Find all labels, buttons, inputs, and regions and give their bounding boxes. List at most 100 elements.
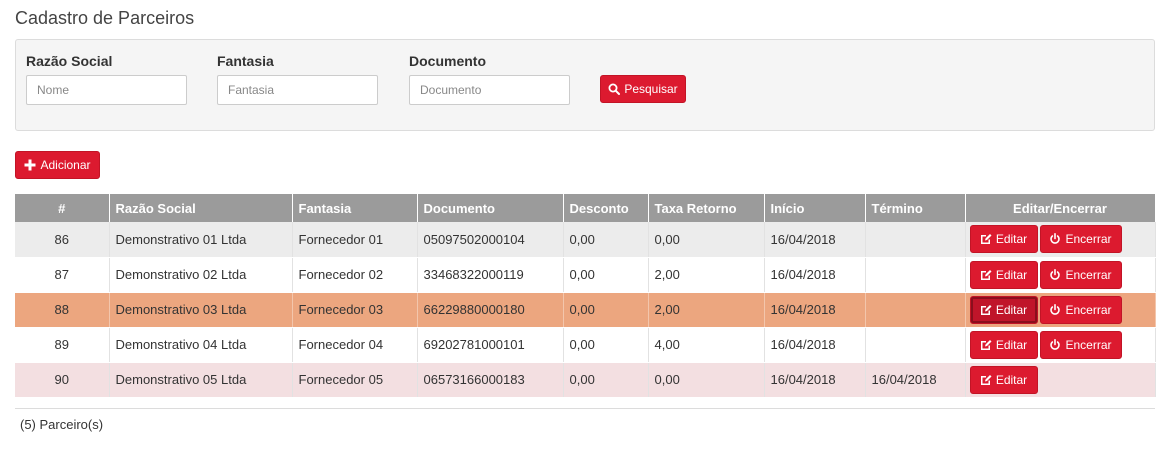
cell-fantasia: Fornecedor 04 — [292, 327, 418, 363]
edit-icon — [980, 234, 992, 245]
record-count: (5) Parceiro(s) — [20, 417, 104, 432]
cell-actions: Editar Encerrar — [965, 257, 1156, 293]
cell-id: 87 — [15, 257, 110, 293]
cell-desconto: 0,00 — [563, 257, 649, 293]
cell-desconto: 0,00 — [563, 292, 649, 328]
col-header-fantasia[interactable]: Fantasia — [292, 194, 418, 222]
cell-inicio: 16/04/2018 — [764, 362, 866, 398]
filter-panel: Razão Social Fantasia Documento Pesquisa… — [15, 39, 1155, 131]
cell-actions: Editar Encerrar — [965, 292, 1156, 328]
cell-desconto: 0,00 — [563, 327, 649, 363]
col-header-id[interactable]: # — [15, 194, 110, 222]
cell-razao-social: Demonstrativo 05 Ltda — [109, 362, 293, 398]
cell-taxa-retorno: 0,00 — [648, 222, 765, 258]
col-header-razao-social[interactable]: Razão Social — [109, 194, 293, 222]
cell-id: 89 — [15, 327, 110, 363]
cell-id: 90 — [15, 362, 110, 398]
divider — [15, 408, 1155, 409]
edit-button-label: Editar — [995, 302, 1028, 317]
cell-fantasia: Fornecedor 01 — [292, 222, 418, 258]
col-header-actions: Editar/Encerrar — [965, 194, 1156, 222]
cell-termino — [865, 327, 966, 363]
power-icon — [1050, 233, 1061, 245]
edit-icon — [980, 269, 992, 280]
page-title: Cadastro de Parceiros — [15, 8, 195, 28]
plus-icon — [24, 159, 36, 171]
edit-button[interactable]: Editar — [969, 260, 1038, 289]
edit-button-label: Editar — [995, 267, 1028, 282]
cell-inicio: 16/04/2018 — [764, 257, 866, 293]
edit-button[interactable]: Editar — [969, 365, 1038, 394]
table-row-closed[interactable]: 90 Demonstrativo 05 Ltda Fornecedor 05 0… — [15, 362, 1156, 398]
cell-documento: 05097502000104 — [417, 222, 564, 258]
cell-documento: 69202781000101 — [417, 327, 564, 363]
col-header-taxa-retorno[interactable]: Taxa Retorno — [648, 194, 765, 222]
search-button-label: Pesquisar — [624, 82, 678, 96]
col-header-inicio[interactable]: Início — [764, 194, 866, 222]
cell-razao-social: Demonstrativo 04 Ltda — [109, 327, 293, 363]
edit-button-label: Editar — [995, 232, 1028, 247]
documento-field-group: Documento — [409, 53, 570, 105]
table-row[interactable]: 86 Demonstrativo 01 Ltda Fornecedor 01 0… — [15, 222, 1156, 258]
fantasia-field-group: Fantasia — [217, 53, 378, 105]
edit-icon — [980, 339, 992, 350]
cell-taxa-retorno: 0,00 — [648, 362, 765, 398]
search-icon — [608, 83, 621, 95]
power-icon — [1050, 303, 1061, 315]
cell-inicio: 16/04/2018 — [764, 292, 866, 328]
razao-social-input[interactable] — [26, 75, 187, 105]
edit-button-label: Editar — [995, 372, 1028, 387]
edit-icon — [980, 304, 992, 315]
cell-fantasia: Fornecedor 02 — [292, 257, 418, 293]
cell-inicio: 16/04/2018 — [764, 327, 866, 363]
table-row-selected[interactable]: 88 Demonstrativo 03 Ltda Fornecedor 03 6… — [15, 292, 1156, 328]
col-header-desconto[interactable]: Desconto — [563, 194, 649, 222]
cell-taxa-retorno: 2,00 — [648, 257, 765, 293]
fantasia-label: Fantasia — [217, 53, 274, 69]
power-icon — [1050, 268, 1061, 280]
razao-social-field-group: Razão Social — [26, 53, 187, 105]
edit-button[interactable]: Editar — [969, 225, 1038, 254]
search-button[interactable]: Pesquisar — [600, 75, 686, 103]
cell-actions: Editar Encerrar — [965, 222, 1156, 258]
end-button-label: Encerrar — [1065, 302, 1112, 317]
documento-input[interactable] — [409, 75, 570, 105]
cell-taxa-retorno: 2,00 — [648, 292, 765, 328]
fantasia-input[interactable] — [217, 75, 378, 105]
cell-documento: 66229880000180 — [417, 292, 564, 328]
end-button-label: Encerrar — [1065, 337, 1112, 352]
cell-termino: 16/04/2018 — [865, 362, 966, 398]
cell-documento: 33468322000119 — [417, 257, 564, 293]
edit-button[interactable]: Editar — [969, 330, 1038, 359]
cell-razao-social: Demonstrativo 01 Ltda — [109, 222, 293, 258]
col-header-documento[interactable]: Documento — [417, 194, 564, 222]
edit-button-label: Editar — [995, 337, 1028, 352]
cell-desconto: 0,00 — [563, 222, 649, 258]
end-button[interactable]: Encerrar — [1039, 295, 1122, 324]
end-button[interactable]: Encerrar — [1039, 225, 1122, 254]
partners-table: # Razão Social Fantasia Documento Descon… — [15, 194, 1156, 398]
cell-id: 88 — [15, 292, 110, 328]
end-button-label: Encerrar — [1065, 267, 1112, 282]
end-button[interactable]: Encerrar — [1039, 260, 1122, 289]
add-button-label: Adicionar — [40, 158, 91, 172]
cell-fantasia: Fornecedor 03 — [292, 292, 418, 328]
col-header-termino[interactable]: Término — [865, 194, 966, 222]
edit-button[interactable]: Editar — [969, 295, 1038, 324]
cell-actions: Editar Encerrar — [965, 327, 1156, 363]
add-button[interactable]: Adicionar — [15, 151, 100, 179]
razao-social-label: Razão Social — [26, 53, 113, 69]
edit-icon — [980, 374, 992, 385]
end-button[interactable]: Encerrar — [1039, 330, 1122, 359]
table-row[interactable]: 87 Demonstrativo 02 Ltda Fornecedor 02 3… — [15, 257, 1156, 293]
cell-termino — [865, 257, 966, 293]
cell-razao-social: Demonstrativo 03 Ltda — [109, 292, 293, 328]
cell-taxa-retorno: 4,00 — [648, 327, 765, 363]
table-row[interactable]: 89 Demonstrativo 04 Ltda Fornecedor 04 6… — [15, 327, 1156, 363]
cell-actions: Editar — [965, 362, 1156, 398]
cell-termino — [865, 222, 966, 258]
table-header-row: # Razão Social Fantasia Documento Descon… — [15, 194, 1156, 222]
cell-inicio: 16/04/2018 — [764, 222, 866, 258]
cell-documento: 06573166000183 — [417, 362, 564, 398]
end-button-label: Encerrar — [1065, 232, 1112, 247]
